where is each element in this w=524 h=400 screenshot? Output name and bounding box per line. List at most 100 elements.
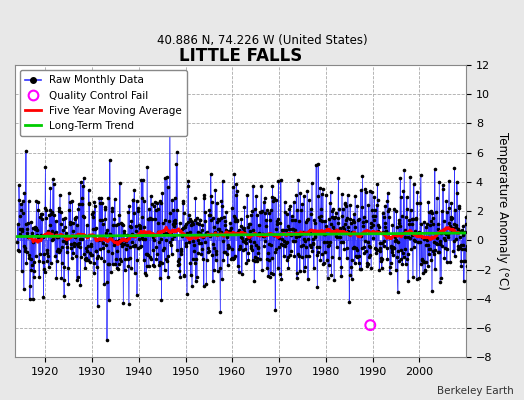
Point [384, 208, 392, 215]
Point [394, 238, 402, 245]
Point [411, 228, 420, 234]
Point [189, 221, 198, 228]
Point [110, 241, 118, 248]
Point [155, 239, 163, 246]
Point [201, 209, 210, 216]
Point [324, 216, 333, 223]
Point [342, 217, 351, 223]
Point [454, 246, 463, 252]
Point [339, 205, 347, 212]
Point [398, 230, 407, 236]
Point [403, 256, 411, 262]
Point [458, 226, 466, 233]
Point [428, 288, 436, 294]
Point [392, 224, 401, 230]
Point [339, 239, 347, 245]
Point [375, 248, 384, 254]
Point [200, 195, 208, 201]
Point [68, 255, 76, 261]
Point [142, 272, 150, 278]
Point [387, 260, 395, 266]
Point [166, 129, 174, 135]
Point [170, 223, 178, 229]
Point [250, 206, 259, 212]
Point [435, 179, 443, 185]
Point [192, 214, 201, 221]
Point [204, 212, 213, 218]
Point [64, 265, 72, 272]
Point [222, 209, 231, 215]
Point [145, 206, 154, 212]
Point [41, 164, 50, 170]
Point [449, 248, 457, 254]
Point [272, 246, 280, 252]
Point [317, 206, 325, 212]
Point [344, 228, 352, 234]
Point [150, 203, 159, 210]
Point [313, 244, 321, 250]
Point [168, 197, 176, 203]
Point [137, 195, 146, 202]
Point [257, 231, 266, 237]
Point [345, 299, 353, 305]
Point [445, 178, 453, 184]
Point [275, 244, 283, 251]
Point [172, 227, 180, 233]
Point [306, 229, 314, 236]
Point [411, 237, 419, 244]
Point [257, 182, 265, 189]
Point [77, 282, 85, 288]
Point [243, 191, 252, 198]
Point [156, 274, 164, 281]
Point [429, 215, 437, 222]
Point [249, 238, 258, 245]
Point [114, 220, 123, 227]
Point [374, 222, 383, 228]
Point [395, 258, 403, 264]
Point [221, 222, 230, 228]
Point [88, 211, 96, 217]
Point [314, 192, 323, 199]
Point [57, 274, 66, 281]
Point [269, 198, 277, 204]
Point [457, 262, 465, 269]
Point [309, 235, 317, 242]
Point [189, 238, 197, 244]
Point [38, 216, 46, 222]
Point [258, 208, 267, 214]
Point [421, 268, 429, 274]
Point [326, 239, 334, 245]
Point [270, 195, 278, 201]
Point [280, 253, 288, 259]
Point [365, 244, 374, 250]
Point [135, 235, 143, 242]
Point [130, 270, 139, 276]
Point [245, 221, 253, 227]
Point [253, 212, 261, 218]
Point [95, 217, 104, 223]
Point [248, 257, 257, 263]
Point [445, 222, 454, 229]
Point [52, 248, 61, 254]
Point [255, 222, 263, 228]
Point [277, 241, 285, 247]
Point [56, 192, 64, 198]
Point [60, 292, 68, 299]
Point [38, 211, 47, 217]
Point [161, 237, 170, 244]
Point [321, 218, 329, 224]
Point [58, 244, 67, 250]
Point [102, 230, 110, 237]
Point [430, 166, 439, 173]
Point [104, 260, 112, 267]
Point [465, 219, 473, 225]
Point [314, 160, 322, 167]
Point [206, 233, 214, 240]
Point [406, 228, 414, 235]
Point [55, 207, 63, 214]
Point [170, 195, 179, 201]
Point [254, 250, 263, 256]
Point [77, 178, 85, 185]
Point [144, 216, 152, 222]
Point [278, 236, 287, 242]
